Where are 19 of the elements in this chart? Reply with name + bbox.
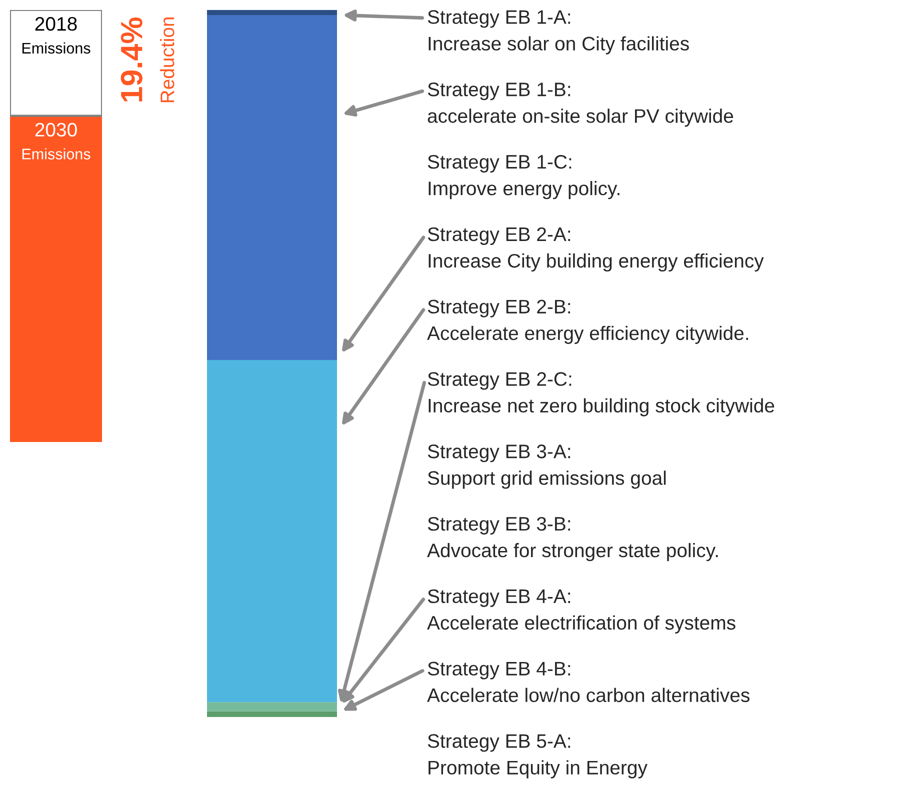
bar [207,10,337,15]
text: Strategy EB 2-A: Increase City building energy efficiency [428,227,764,272]
text: Strategy EB 4-B: Accelerate low/no carbon alternatives [427,662,750,702]
text: Strategy EB 2-B: Accelerate energy efficiency citywide. [427,300,748,344]
series-label: 2018 Emissions [22,16,90,54]
text: Strategy EB 2-C: Increase net zero building stock citywide [428,372,774,416]
text: Strategy EB 5-A: Promote Equity in Energy [428,734,648,778]
bar [207,711,337,717]
text: 19.4% Reduction [120,17,174,102]
bar [207,702,337,712]
text: Strategy EB 1-C: Improve energy policy. [428,154,620,200]
text: Strategy EB 4-A: Accelerate electrification of systems [427,589,736,634]
bar [207,360,337,702]
bar [207,14,337,360]
text: Strategy EB 1-A: Increase solar on City facilities [428,10,689,54]
text: Strategy EB 3-A: Support grid emissions goal [428,444,666,489]
series-label: 2030 Emissions [22,122,90,160]
text: Strategy EB 1-B: accelerate on-site solar PV citywide [428,82,734,127]
text: Strategy EB 3-B: Advocate for stronger state policy. [427,516,718,562]
